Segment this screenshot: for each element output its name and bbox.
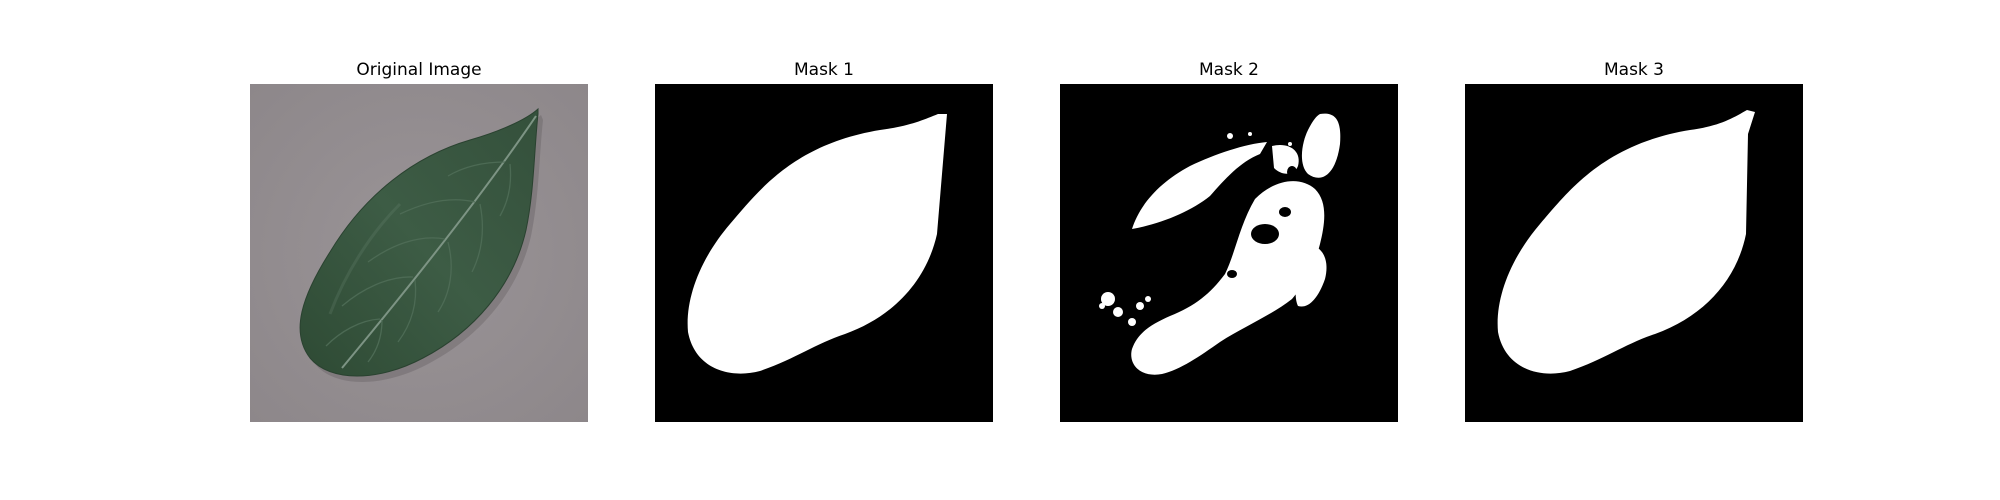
mask-2-image <box>1060 84 1398 422</box>
panel-title: Mask 3 <box>1603 60 1664 80</box>
panel-title: Mask 1 <box>793 60 854 80</box>
panel-title: Original Image <box>356 60 482 80</box>
leaf-photo <box>250 84 588 422</box>
panel-title: Mask 2 <box>1198 60 1259 80</box>
mask-1-image <box>655 84 993 422</box>
mask-3-image <box>1465 84 1803 422</box>
